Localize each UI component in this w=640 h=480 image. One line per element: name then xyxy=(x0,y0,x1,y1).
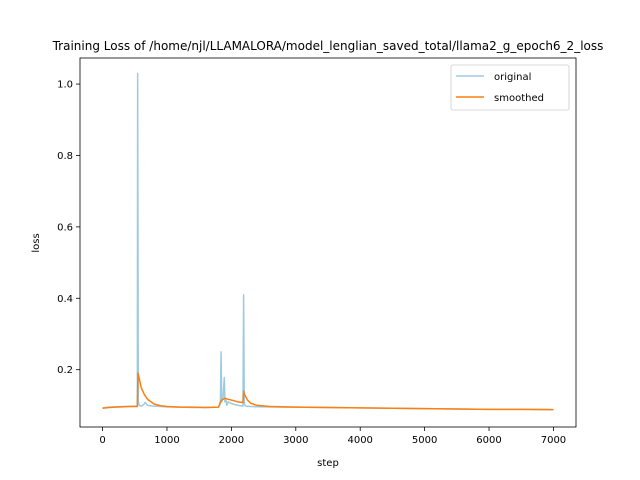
plot-frame xyxy=(79,57,577,428)
y-tick-label: 1.0 xyxy=(57,80,73,91)
x-tick-label: 5000 xyxy=(412,435,437,446)
x-tick-label: 0 xyxy=(99,435,105,446)
y-axis-label: loss xyxy=(31,233,42,252)
y-tick-label: 0.8 xyxy=(57,151,73,162)
chart-title: Training Loss of /home/njl/LLAMALORA/mod… xyxy=(52,39,604,53)
x-tick-label: 1000 xyxy=(154,435,179,446)
x-tick-label: 3000 xyxy=(283,435,308,446)
y-tick-label: 0.2 xyxy=(57,365,73,376)
x-tick-label: 2000 xyxy=(219,435,244,446)
x-axis-label: step xyxy=(317,458,339,469)
x-tick-label: 7000 xyxy=(541,435,566,446)
y-tick-label: 0.6 xyxy=(57,222,73,233)
x-tick-label: 4000 xyxy=(347,435,372,446)
y-tick-label: 0.4 xyxy=(57,294,73,305)
legend: original smoothed xyxy=(450,64,570,111)
legend-label-original: original xyxy=(494,72,531,83)
x-tick-label: 6000 xyxy=(476,435,501,446)
series-line-smoothed xyxy=(102,372,554,411)
legend-label-smoothed: smoothed xyxy=(494,93,544,104)
